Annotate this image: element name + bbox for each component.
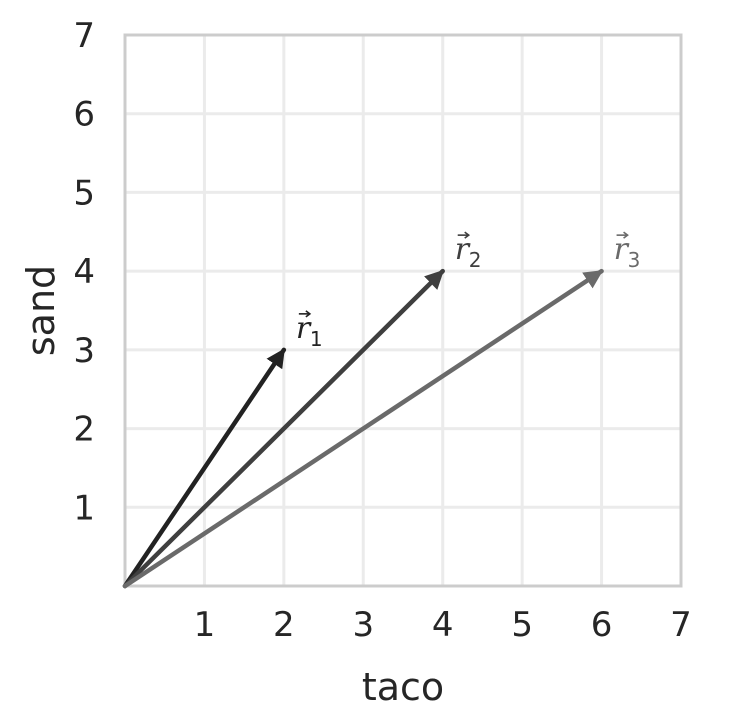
y-tick-labels: 1 2 3 4 5 6 7 <box>73 16 95 528</box>
y-tick-label: 5 <box>73 173 95 213</box>
y-tick-label: 3 <box>73 331 95 371</box>
x-tick-label: 3 <box>352 605 374 645</box>
y-tick-label: 2 <box>73 410 95 450</box>
vector-label-subscript: 3 <box>628 248 641 272</box>
vectors: r 1r 2 r 3 <box>122 231 641 589</box>
x-tick-label: 5 <box>511 605 533 645</box>
vector-label-text: r <box>614 232 630 267</box>
x-tick-label: 6 <box>591 605 613 645</box>
x-tick-label: 1 <box>194 605 216 645</box>
vector-label-text: r <box>296 311 312 346</box>
vector-label-subscript: 1 <box>310 327 323 351</box>
vector-arrow-2 <box>122 268 445 589</box>
x-tick-label: 7 <box>670 605 692 645</box>
vector-overarrow-head-icon <box>623 231 629 239</box>
vector-label-subscript: 2 <box>469 248 482 272</box>
vector-overarrow-head-icon <box>305 310 312 318</box>
x-axis-label: taco <box>362 665 444 709</box>
y-axis-label: sand <box>19 265 63 356</box>
vector-overarrow-head-icon <box>464 231 471 239</box>
x-tick-label: 2 <box>273 605 295 645</box>
y-tick-label: 7 <box>73 16 95 56</box>
y-tick-label: 6 <box>73 95 95 135</box>
y-tick-label: 4 <box>73 252 95 292</box>
vector-arrow-1 <box>122 347 287 589</box>
y-tick-label: 1 <box>73 488 95 528</box>
vector-arrow-3 <box>122 268 604 589</box>
x-tick-label: 4 <box>432 605 454 645</box>
plot-frame <box>123 33 683 588</box>
x-tick-labels: 1 2 3 4 5 6 7 <box>194 605 692 645</box>
vector-label-text: r <box>455 232 471 267</box>
